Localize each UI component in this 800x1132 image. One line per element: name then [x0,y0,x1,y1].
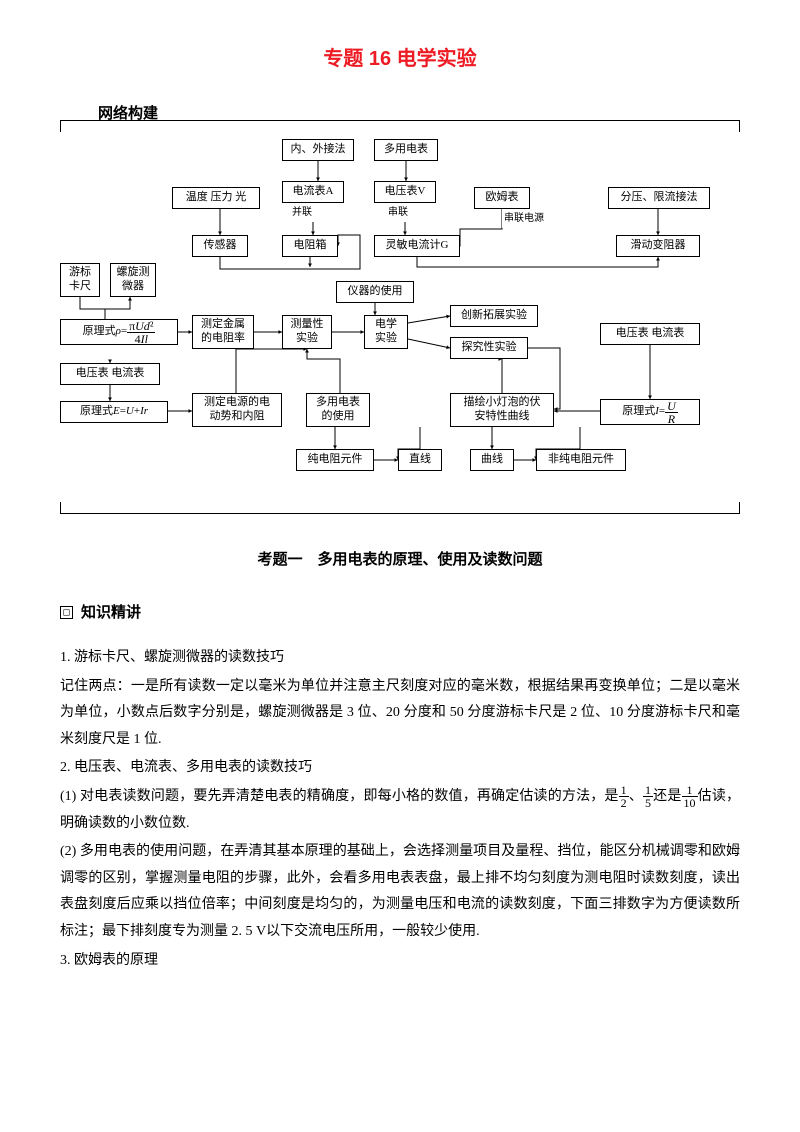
node-n_bulb: 描绘小灯泡的伏安特性曲线 [450,393,554,427]
node-n_multi_use: 多用电表的使用 [306,393,370,427]
node-n_nonpure: 非纯电阻元件 [536,449,626,471]
node-n_emf: 测定电源的电动势和内阻 [192,393,282,427]
knowledge-heading: 知识精讲 [60,599,740,628]
p1-body: 记住两点：一是所有读数一定以毫米为单位并注意主尺刻度对应的毫米数，根据结果再变换… [60,674,740,754]
node-n_rheo: 滑动变阻器 [616,235,700,257]
node-n_pure: 纯电阻元件 [296,449,374,471]
node-n_elec: 电学实验 [364,315,408,349]
node-n_galv: 灵敏电流计G [374,235,460,257]
node-n_multimeter_top: 多用电表 [374,139,438,161]
node-n_temp: 温度 压力 光 [172,187,260,209]
frac-1-2: 12 [619,784,629,809]
heading-text: 知识精讲 [81,605,141,621]
node-n_formula_e: 原理式E=U+Ir [60,401,168,423]
p2b: 还是 [653,789,682,804]
node-n_line: 直线 [398,449,442,471]
node-n_quant: 测量性实验 [282,315,332,349]
node-n_formula_i: 原理式I = UR [600,399,700,425]
node-n_va2: 电压表 电流表 [60,363,160,385]
node-n_explore: 探究性实验 [450,337,528,359]
node-n_screw: 螺旋测微器 [110,263,156,297]
node-n_resbox: 电阻箱 [282,235,338,257]
node-n_ohmmeter: 欧姆表 [474,187,530,209]
node-n_innov: 创新拓展实验 [450,305,538,327]
p2-body1: (1) 对电表读数问题，要先弄清楚电表的精确度，即每小格的数值，再确定估读的方法… [60,784,740,837]
concept-diagram: 内、外接法多用电表温度 压力 光电流表A并联 电压表V串联 欧姆表串联电源 分压、限流… [60,139,740,499]
node-n_sensor: 传感器 [192,235,248,257]
p2a: (1) 对电表读数问题，要先弄清楚电表的精确度，即每小格的数值，再确定估读的方法… [60,789,619,804]
p3-label: 3. 欧姆表的原理 [60,948,740,975]
node-n_parallel: 并联 [290,203,314,222]
p2-label: 2. 电压表、电流表、多用电表的读数技巧 [60,755,740,782]
node-n_voltmeterV: 电压表V [374,181,436,203]
node-n_formula_rho: 原理式ρ = πUd²4Il [60,319,178,345]
node-n_curve: 曲线 [470,449,514,471]
node-n_series: 串联 [386,203,410,222]
frac-1-5: 15 [643,784,653,809]
p1-label: 1. 游标卡尺、螺旋测微器的读数技巧 [60,645,740,672]
p2-body2: (2) 多用电表的使用问题，在弄清其基本原理的基础上，会选择测量项目及量程、挡位… [60,839,740,945]
page-title: 专题 16 电学实验 [60,40,740,78]
frac-1-10: 110 [682,784,698,809]
node-n_vmeter2: 电压表 电流表 [600,323,700,345]
node-n_ammeterA: 电流表A [282,181,344,203]
topic-subtitle: 考题一 多用电表的原理、使用及读数问题 [60,546,740,575]
node-n_vernier: 游标卡尺 [60,263,100,297]
node-n_series_power: 串联电源 [502,209,546,228]
square-icon [60,606,73,619]
node-n_instruse: 仪器的使用 [336,281,414,303]
node-n_div_lim: 分压、限流接法 [608,187,710,209]
node-n_internal_external: 内、外接法 [282,139,354,161]
node-n_resistivity: 测定金属的电阻率 [192,315,254,349]
diagram-frame: 内、外接法多用电表温度 压力 光电流表A并联 电压表V串联 欧姆表串联电源 分压、限流… [60,120,740,514]
